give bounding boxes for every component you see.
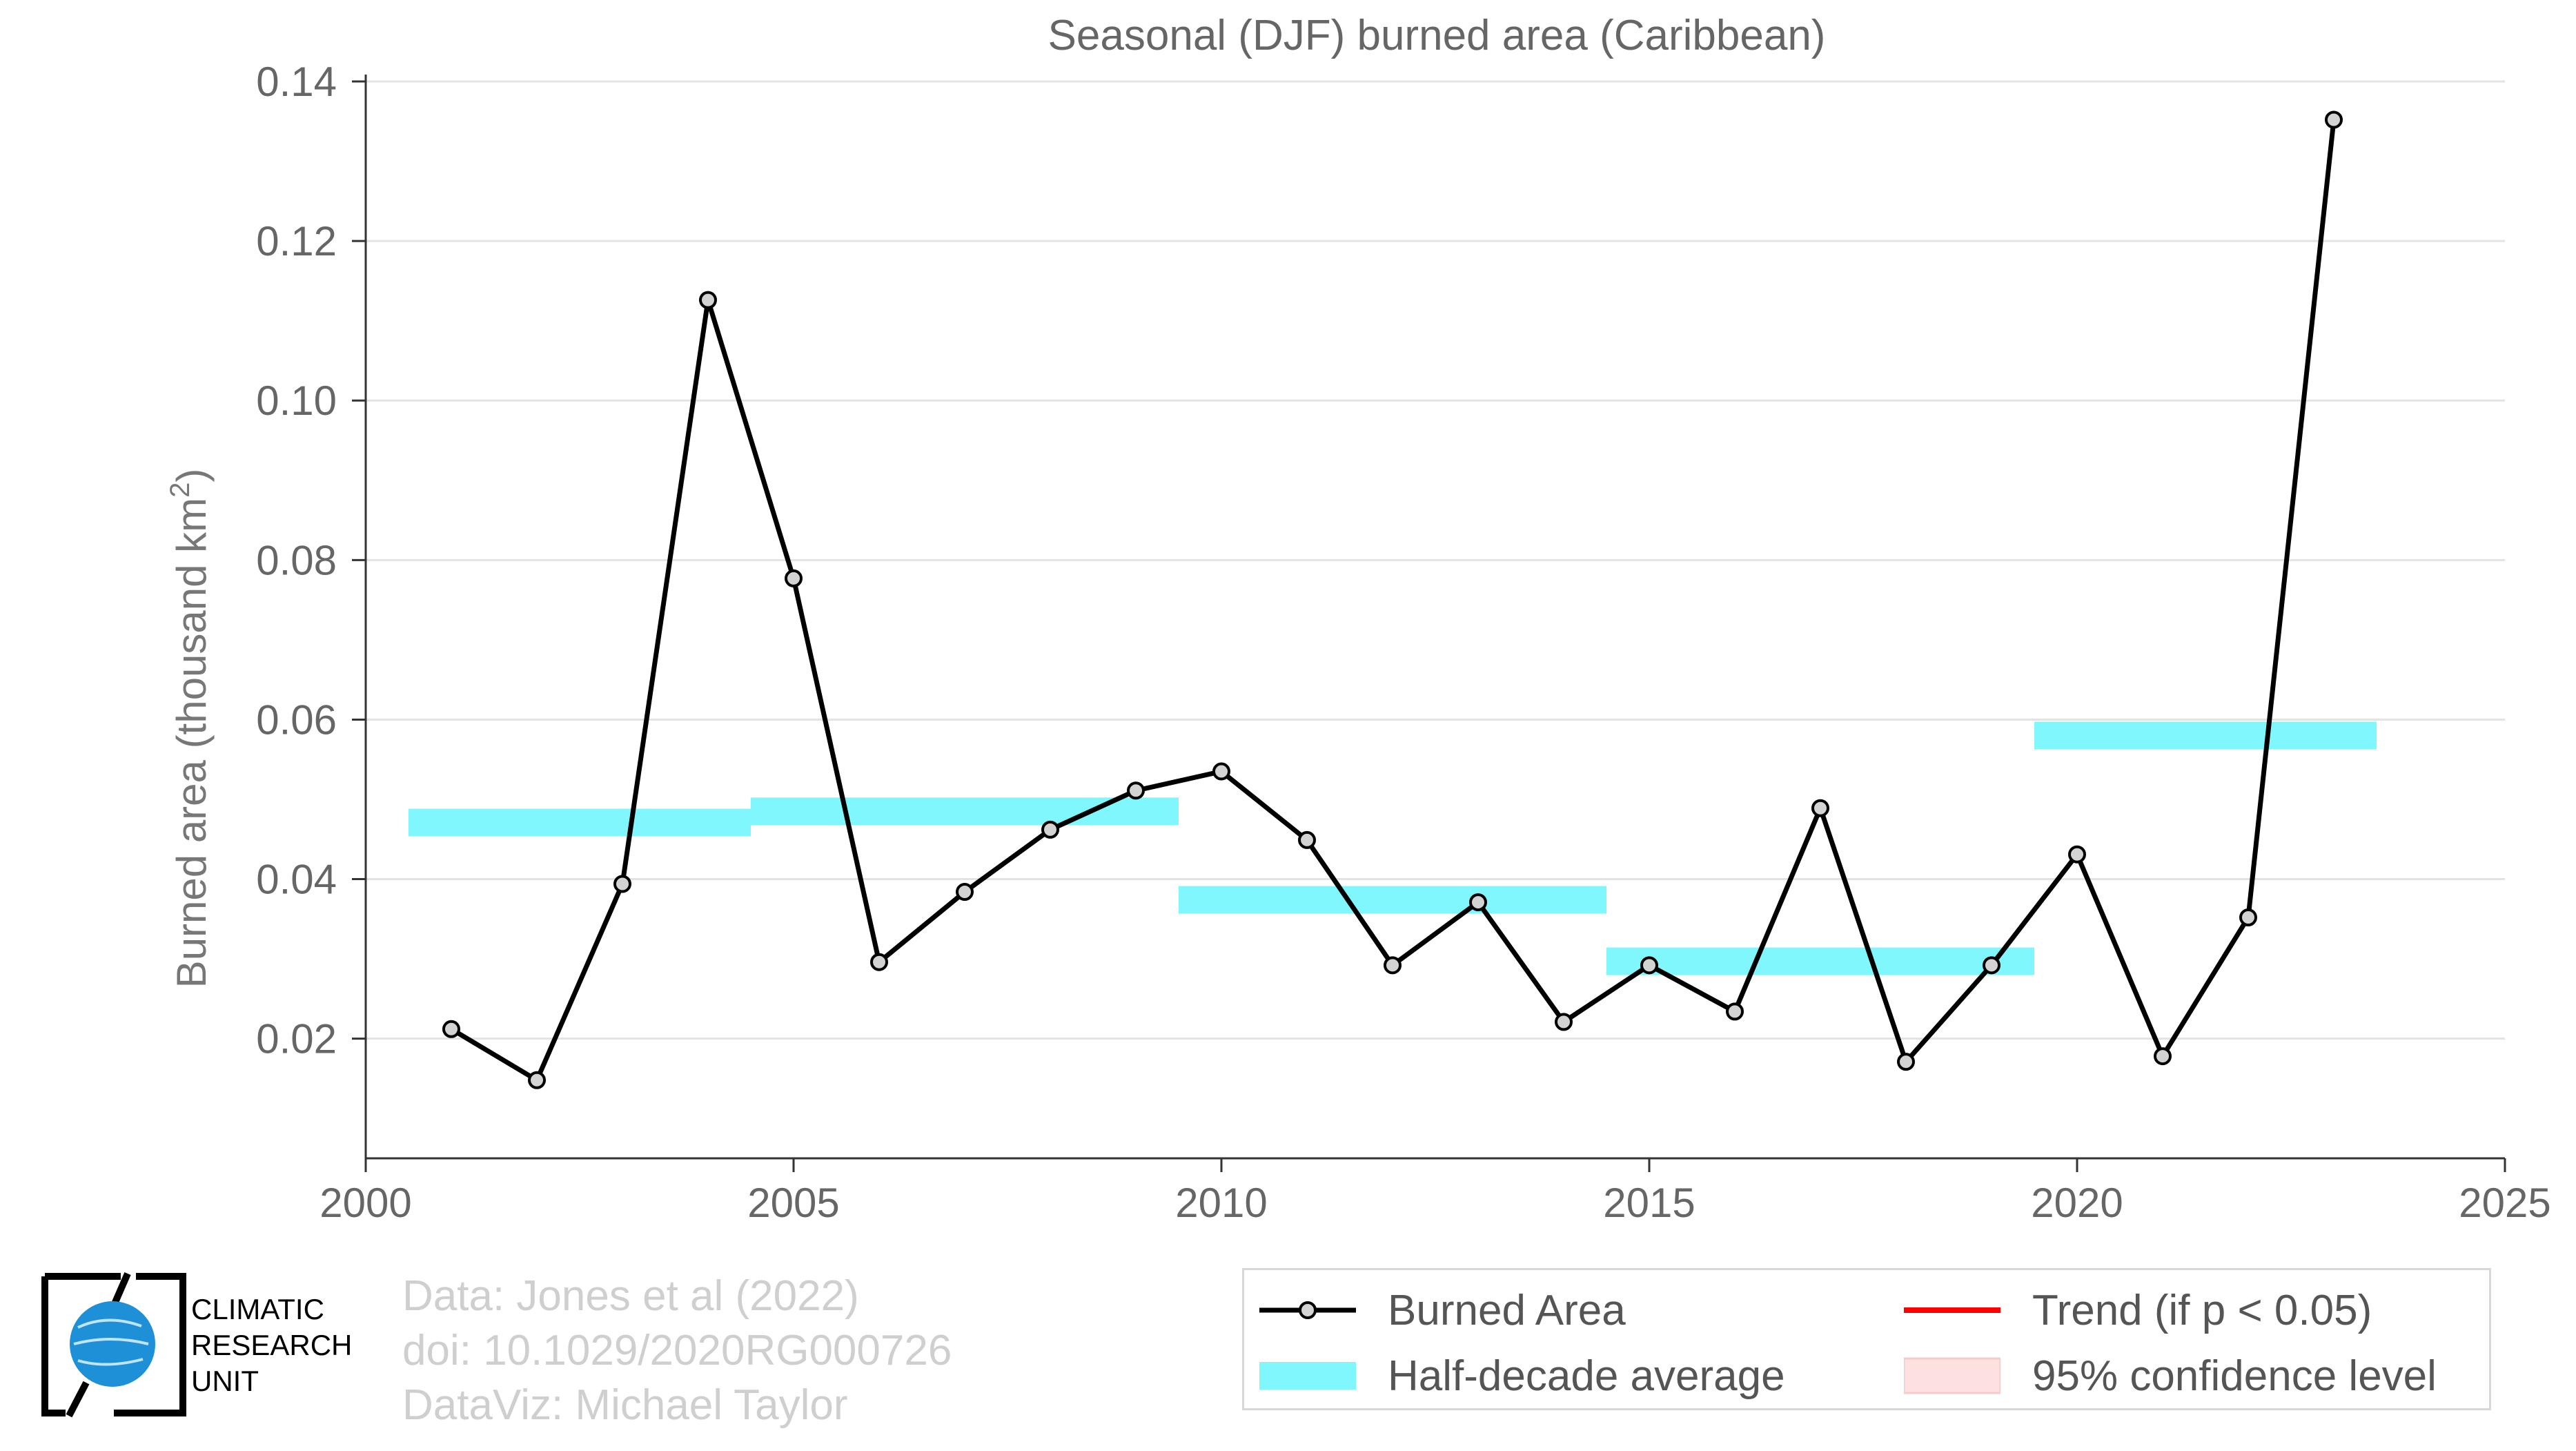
cru-logo-mark (41, 1272, 186, 1418)
data-point (1127, 781, 1145, 800)
data-point (2325, 110, 2343, 129)
data-point (442, 1020, 460, 1038)
legend-swatch-trend (1904, 1307, 2000, 1313)
burned-area-series (442, 110, 2343, 1089)
data-point (1384, 956, 1402, 975)
data-point (2154, 1047, 2172, 1066)
data-point (870, 953, 888, 971)
data-point (699, 291, 717, 309)
x-tick-label: 2005 (747, 1180, 839, 1226)
credit-dataviz: DataViz: Michael Taylor (402, 1381, 848, 1429)
x-tick-label: 2025 (2459, 1180, 2550, 1226)
data-point (1983, 956, 2000, 975)
data-point (1041, 820, 1059, 839)
data-point (2068, 845, 2086, 864)
half-decade-bands (409, 721, 2377, 975)
legend-label-half-decade: Half-decade average (1388, 1352, 1785, 1400)
data-point (2239, 908, 2257, 927)
y-tick-label: 0.08 (256, 537, 337, 583)
grid-lines (366, 80, 2505, 1040)
credit-data-source: Data: Jones et al (2022) (402, 1272, 859, 1320)
y-tick-label: 0.14 (256, 59, 337, 105)
credit-doi: doi: 10.1029/2020RG000726 (402, 1327, 952, 1374)
data-point (1811, 799, 1829, 817)
chart-legend: Burned Area Trend (if p < 0.05) Half-dec… (1242, 1268, 2491, 1410)
half-decade-band (1606, 947, 2034, 975)
y-tick-label: 0.12 (256, 218, 337, 264)
legend-swatch-confidence (1904, 1357, 2000, 1394)
y-tick-label: 0.06 (256, 697, 337, 743)
y-tick-label: 0.02 (256, 1016, 337, 1062)
chart-title: Seasonal (DJF) burned area (Caribbean) (1048, 12, 1826, 59)
y-tick-label: 0.04 (256, 857, 337, 903)
legend-label-trend: Trend (if p < 0.05) (2032, 1286, 2372, 1334)
chart: Seasonal (DJF) burned area (Caribbean) 0… (165, 12, 2551, 1226)
x-tick-label: 2020 (2031, 1180, 2123, 1226)
data-point (1897, 1053, 1915, 1071)
data-point (1640, 956, 1658, 975)
y-tick-label: 0.10 (256, 378, 337, 424)
data-point (1555, 1013, 1573, 1031)
y-axis: 0.02 0.04 0.06 0.08 0.10 0.12 0.14 (256, 59, 367, 1158)
data-point (1212, 762, 1230, 781)
x-tick-label: 2015 (1603, 1180, 1695, 1226)
cru-logo-text: CLIMATIC RESEARCH UNIT (191, 1293, 353, 1397)
legend-label-burned-area: Burned Area (1388, 1286, 1626, 1334)
half-decade-band (409, 808, 751, 837)
cru-logo: CLIMATIC RESEARCH UNIT (38, 1272, 355, 1418)
data-point (956, 883, 974, 902)
data-point (785, 569, 803, 587)
y-axis-label: Burned area (thousand km2) (165, 469, 215, 989)
half-decade-band (2034, 721, 2377, 750)
x-axis: 2000 2005 2010 2015 2020 2025 (319, 1157, 2551, 1226)
x-tick-label: 2010 (1175, 1180, 1267, 1226)
legend-item-burned-area: Burned Area (1259, 1283, 1626, 1338)
legend-swatch-line-marker (1259, 1301, 1356, 1319)
legend-label-confidence: 95% confidence level (2032, 1352, 2437, 1400)
legend-item-trend: Trend (if p < 0.05) (1904, 1283, 2372, 1338)
data-point (528, 1071, 546, 1089)
data-point (1298, 830, 1316, 849)
data-point (613, 875, 631, 893)
burned-area-line (450, 119, 2337, 1083)
legend-item-half-decade: Half-decade average (1259, 1348, 1785, 1403)
x-tick-label: 2000 (319, 1180, 411, 1226)
half-decade-band (1179, 886, 1606, 914)
data-credits: Data: Jones et al (2022) doi: 10.1029/20… (402, 1269, 952, 1432)
data-point (1726, 1002, 1744, 1021)
legend-item-confidence: 95% confidence level (1904, 1348, 2437, 1403)
data-point (1469, 893, 1487, 912)
legend-swatch-half-decade (1259, 1362, 1356, 1390)
